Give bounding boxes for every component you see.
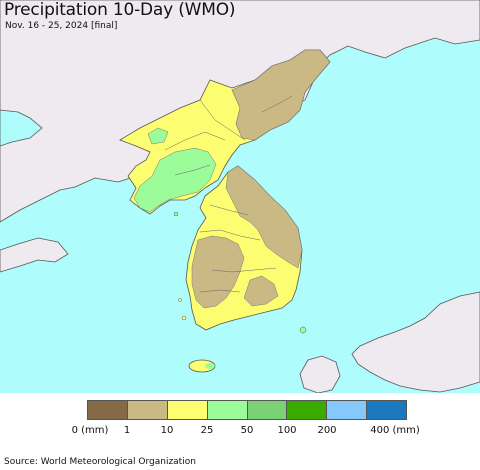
legend-label-5: 100	[277, 425, 297, 436]
map-canvas	[0, 0, 480, 393]
legend-swatch-6	[327, 401, 368, 419]
island	[299, 326, 307, 334]
south-korea-tan-south	[243, 275, 279, 307]
map-subtitle: Nov. 16 - 25, 2024 [final]	[5, 21, 118, 31]
south-korea-tan-west	[191, 235, 245, 309]
precipitation-legend	[87, 400, 407, 420]
legend-swatch-0	[88, 401, 128, 419]
legend-label-2: 10	[160, 425, 174, 436]
japan-land	[351, 291, 480, 393]
legend-swatch-5	[287, 401, 328, 419]
legend-label-3: 25	[200, 425, 214, 436]
legend-label-4: 50	[240, 425, 254, 436]
north-korea-green-small	[147, 127, 169, 145]
island	[181, 315, 187, 321]
legend-swatch-1	[127, 401, 168, 419]
legend-swatch-4	[247, 401, 288, 419]
map-title: Precipitation 10-Day (WMO)	[4, 0, 236, 20]
legend-swatch-2	[167, 401, 208, 419]
south-korea-tan-east	[225, 165, 303, 269]
north-korea-tan	[231, 49, 331, 141]
legend-label-0: 0 (mm)	[71, 425, 109, 436]
island	[178, 298, 182, 302]
north-korea-green	[133, 147, 217, 213]
province-lines	[164, 95, 293, 293]
map-view	[0, 0, 480, 393]
legend-label-6: 200	[317, 425, 337, 436]
legend-swatch-3	[207, 401, 248, 419]
legend-labels: 0 (mm) 1 10 25 50 100 200 400 (mm)	[0, 425, 480, 439]
legend-label-7: 400 (mm)	[370, 425, 420, 436]
legend-swatch-7	[367, 401, 406, 419]
legend-label-1: 1	[123, 425, 131, 436]
kyushu-land	[299, 355, 341, 393]
island	[173, 211, 179, 217]
jeju-island-east	[205, 363, 215, 369]
shandong-peninsula	[0, 237, 69, 273]
source-credit: Source: World Meteorological Organizatio…	[4, 457, 196, 467]
bay-inlet	[0, 109, 43, 147]
